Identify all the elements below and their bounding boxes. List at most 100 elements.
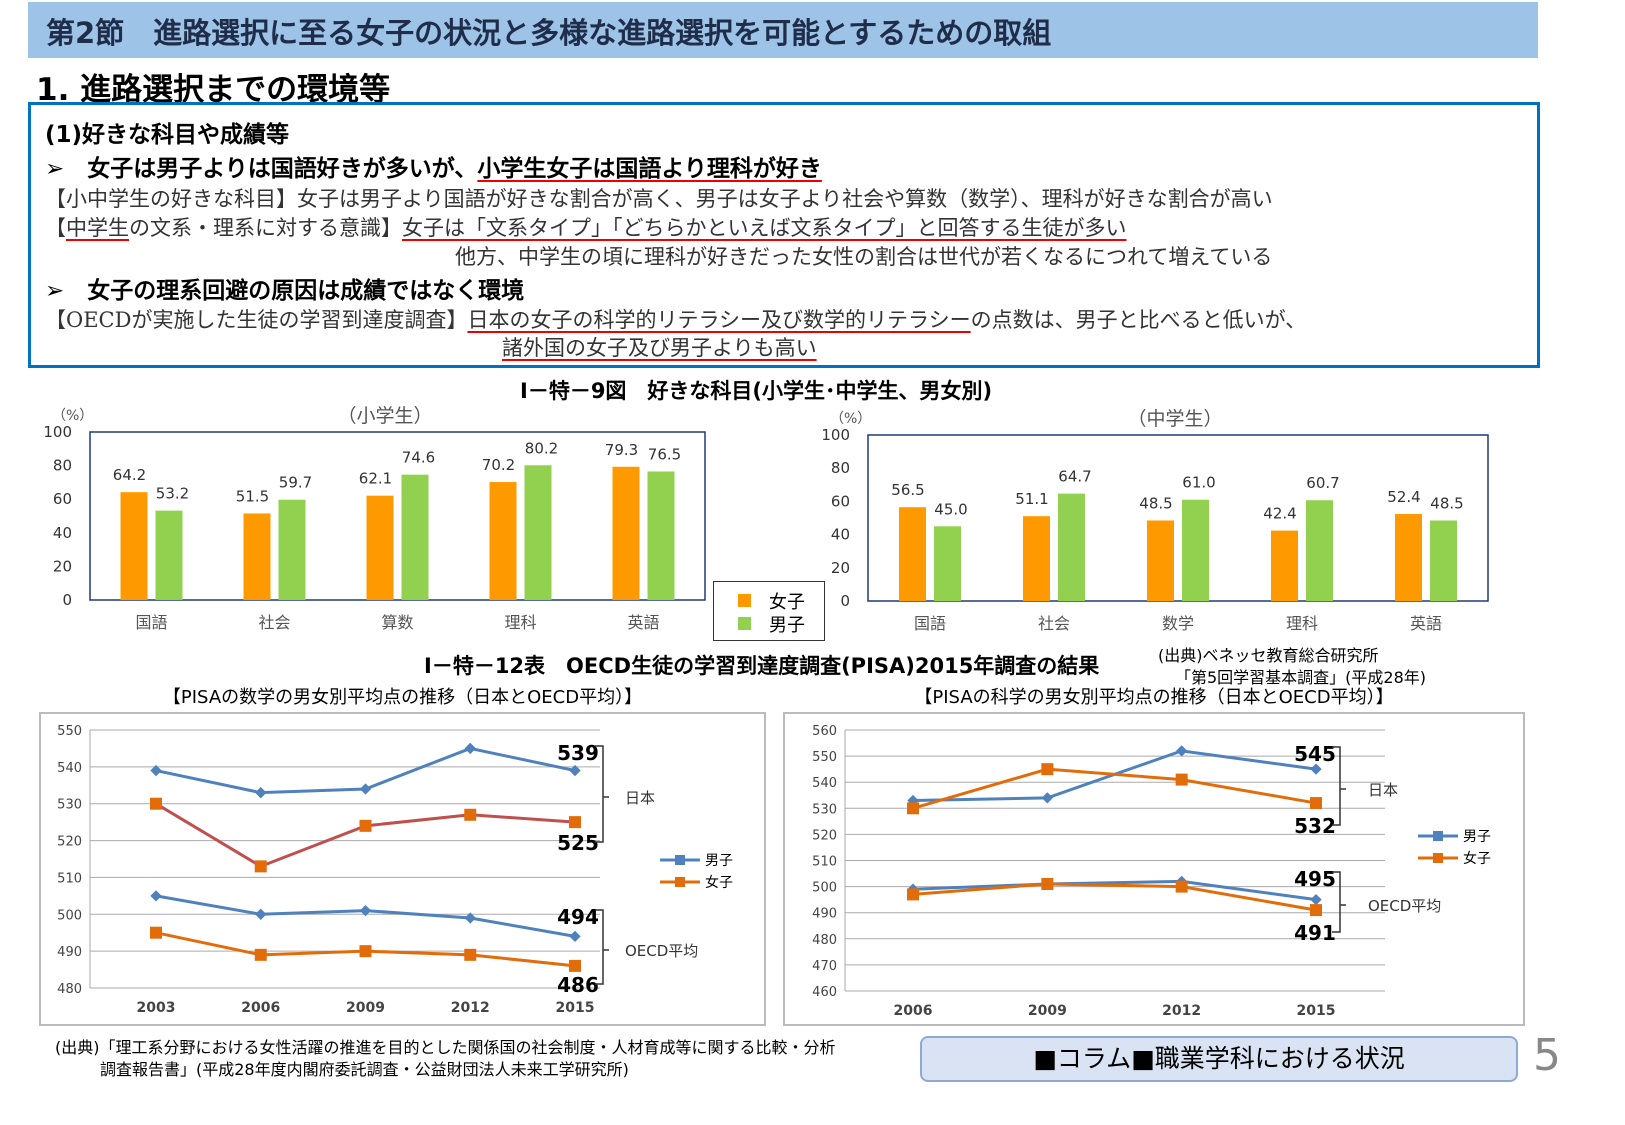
bar-male bbox=[1182, 499, 1209, 601]
y-tick-label: 0 bbox=[62, 591, 72, 609]
data-label: 56.5 bbox=[891, 481, 924, 499]
bar-male bbox=[524, 465, 552, 600]
y-tick-label: 60 bbox=[53, 490, 72, 508]
data-label: 53.2 bbox=[156, 485, 189, 503]
x-tick-label: 数学 bbox=[1162, 614, 1194, 633]
data-label: 64.7 bbox=[1058, 468, 1091, 486]
x-tick-label: 英語 bbox=[1410, 614, 1442, 633]
t: 【 bbox=[45, 216, 66, 240]
bar-female bbox=[120, 492, 148, 600]
y-tick-label: 500 bbox=[57, 908, 82, 923]
data-label: 51.5 bbox=[236, 487, 269, 505]
series-line bbox=[912, 767, 1317, 810]
x-tick-label: 理科 bbox=[504, 613, 536, 632]
y-tick-label: 490 bbox=[57, 945, 82, 960]
data-label: 74.6 bbox=[402, 449, 435, 467]
bar-male bbox=[1306, 500, 1333, 601]
y-tick-label: 560 bbox=[812, 724, 837, 739]
point-female bbox=[569, 816, 581, 829]
plot-frame bbox=[89, 431, 706, 601]
point-male bbox=[464, 742, 476, 755]
t-u: 女子は「文系タイプ」「どちらかといえば文系タイプ」と回答する生徒が多い bbox=[402, 216, 1127, 240]
x-tick-label: 英語 bbox=[627, 613, 659, 632]
bar-male bbox=[1058, 493, 1085, 601]
y-tick-label: 80 bbox=[831, 459, 850, 477]
y-tick-label: 470 bbox=[812, 959, 837, 974]
data-label: 48.5 bbox=[1430, 494, 1463, 512]
bar-male bbox=[401, 474, 429, 600]
y-tick-label: 0 bbox=[840, 592, 850, 610]
source-pisa-2: 調査報告書」(平成28年度内閣府委託調査・公益財団法人未来工学研究所) bbox=[100, 1060, 629, 1079]
data-label: 59.7 bbox=[279, 474, 312, 492]
data-label: 76.5 bbox=[648, 445, 681, 463]
figure-title: Ⅰ－特－9図 好きな科目(小学生･中学生、男女別) bbox=[520, 379, 993, 403]
point-male bbox=[255, 787, 267, 799]
bar-female bbox=[1147, 520, 1174, 601]
data-label: 61.0 bbox=[1182, 474, 1215, 492]
legend-female-swatch bbox=[738, 594, 751, 607]
bar-legend: 女子 男子 bbox=[713, 581, 825, 641]
legend-marker bbox=[1433, 853, 1443, 863]
annotation-label: 532 bbox=[1294, 814, 1336, 838]
data-label: 52.4 bbox=[1387, 488, 1420, 506]
annotation-label: 545 bbox=[1294, 742, 1336, 766]
data-label: 64.2 bbox=[113, 466, 146, 484]
bar-female bbox=[612, 466, 640, 600]
chart-subtitle: （中学生） bbox=[1127, 408, 1222, 430]
data-label: 70.2 bbox=[482, 456, 515, 474]
y-tick-label: 100 bbox=[43, 423, 72, 441]
bullet-1-highlight: 小学生女子は国語より理科が好き bbox=[477, 156, 822, 182]
data-label: 79.3 bbox=[605, 441, 638, 459]
x-tick-label: 2003 bbox=[137, 1000, 176, 1016]
legend-marker bbox=[675, 877, 685, 887]
line-elementary: 【小中学生の好きな科目】女子は男子より国語が好きな割合が高く、男子は女子より社会… bbox=[45, 187, 1273, 211]
legend-male-swatch bbox=[738, 617, 751, 630]
bar-female bbox=[1395, 514, 1422, 601]
point-female bbox=[150, 926, 162, 939]
point-female bbox=[1175, 773, 1188, 786]
x-tick-label: 2009 bbox=[1028, 1003, 1067, 1019]
t: の点数は、男子と比べると低いが、 bbox=[970, 308, 1307, 332]
point-male bbox=[150, 764, 162, 777]
point-female bbox=[1310, 797, 1322, 810]
header-title: 第2節 進路選択に至る女子の状況と多様な進路選択を可能とするための取組 bbox=[46, 16, 1052, 50]
t-u: 諸外国の女子及び男子よりも高い bbox=[502, 336, 817, 360]
bracket bbox=[595, 909, 609, 985]
x-tick-label: 2006 bbox=[241, 1000, 280, 1016]
group-label: 日本 bbox=[1368, 781, 1398, 799]
bar-male bbox=[647, 471, 675, 600]
y-tick-label: 80 bbox=[53, 457, 72, 475]
point-male bbox=[359, 904, 372, 917]
annotation-label: 494 bbox=[557, 905, 599, 929]
annotation-label: 491 bbox=[1294, 921, 1336, 945]
table-title: Ⅰ－特－12表 OECD生徒の学習到達度調査(PISA)2015年調査の結果 bbox=[424, 654, 1100, 678]
y-tick-label: 20 bbox=[831, 559, 850, 577]
line-other: 他方、中学生の頃に理科が好きだった女性の割合は世代が若くなるにつれて増えている bbox=[455, 245, 1273, 269]
y-unit: （%） bbox=[830, 411, 871, 427]
t-u: 中学生 bbox=[66, 216, 129, 240]
y-tick-label: 100 bbox=[821, 426, 850, 444]
x-tick-label: 算数 bbox=[381, 613, 413, 632]
point-male bbox=[1310, 763, 1322, 775]
point-female bbox=[359, 819, 372, 832]
annotation-label: 539 bbox=[557, 741, 599, 765]
y-tick-label: 60 bbox=[831, 492, 850, 510]
point-female bbox=[464, 808, 477, 821]
point-female bbox=[464, 948, 477, 961]
line-oecd-2: 諸外国の女子及び男子よりも高い bbox=[502, 332, 817, 362]
chart-frame bbox=[783, 712, 1525, 1026]
data-label: 60.7 bbox=[1306, 474, 1339, 492]
column-button[interactable]: ■コラム■職業学科における状況 bbox=[920, 1036, 1518, 1082]
bracket bbox=[1332, 871, 1346, 933]
line-junior-high: 【中学生の文系・理系に対する意識】女子は「文系タイプ」「どちらかといえば文系タイ… bbox=[45, 212, 1127, 242]
x-tick-label: 2006 bbox=[894, 1003, 933, 1019]
page-number: 5 bbox=[1533, 1030, 1561, 1081]
y-tick-label: 40 bbox=[831, 526, 850, 544]
t: 【OECDが実施した生徒の学習到達度調査】 bbox=[45, 308, 468, 332]
point-male bbox=[359, 783, 372, 795]
y-tick-label: 510 bbox=[812, 855, 837, 870]
y-tick-label: 530 bbox=[812, 802, 837, 817]
point-female bbox=[254, 948, 267, 961]
legend-label: 女子 bbox=[1463, 850, 1491, 867]
group-label: 日本 bbox=[625, 789, 655, 807]
